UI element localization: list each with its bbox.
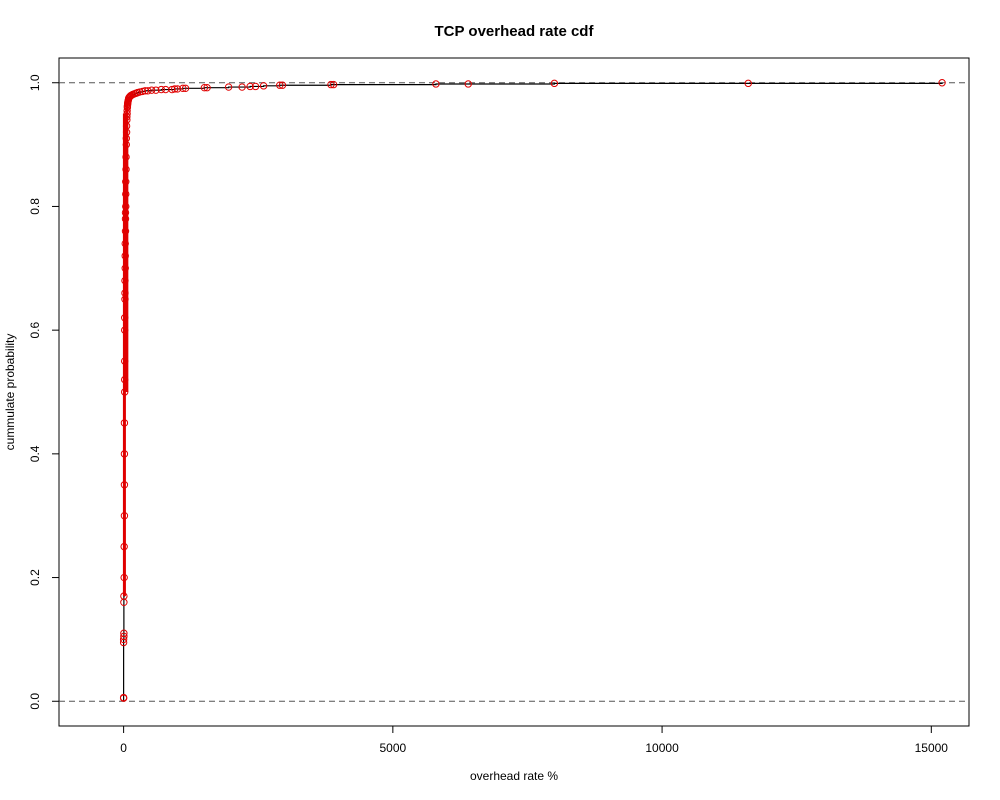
y-tick-label: 0.0 <box>28 693 42 710</box>
y-tick-label: 0.6 <box>28 321 42 338</box>
x-tick-label: 0 <box>120 741 127 755</box>
x-axis-label: overhead rate % <box>470 769 558 783</box>
data-point <box>119 693 128 702</box>
data-point <box>157 85 166 94</box>
cdf-step-line <box>123 82 943 702</box>
cdf-points <box>119 79 946 702</box>
data-point <box>744 79 752 88</box>
data-point <box>171 85 179 93</box>
data-point <box>246 82 254 91</box>
data-point <box>138 87 147 96</box>
data-point <box>327 80 335 89</box>
reference-lines <box>59 82 969 702</box>
x-axis: 0 5000 10000 15000 <box>120 725 949 755</box>
data-point <box>224 83 233 91</box>
data-point <box>276 81 284 89</box>
x-tick-label: 5000 <box>379 741 406 755</box>
data-point <box>200 83 209 92</box>
data-point <box>136 88 144 96</box>
data-point <box>238 83 246 91</box>
y-tick-label: 0.2 <box>28 569 42 586</box>
plot-frame <box>58 57 970 727</box>
data-point <box>938 79 946 87</box>
data-point <box>152 86 160 94</box>
step-line-path <box>123 82 943 702</box>
data-point <box>181 84 190 93</box>
data-point <box>464 80 472 88</box>
y-tick-label: 0.4 <box>28 445 42 462</box>
y-axis-label: cummulate probability <box>3 334 17 451</box>
data-point <box>147 86 156 94</box>
data-point <box>144 87 152 95</box>
data-point <box>259 82 268 90</box>
data-point <box>251 82 260 91</box>
data-point <box>278 81 287 89</box>
data-point <box>120 629 128 637</box>
data-point <box>179 84 187 93</box>
y-tick-label: 1.0 <box>28 74 42 91</box>
data-point <box>432 80 440 88</box>
data-point <box>173 85 182 93</box>
y-tick-label: 0.8 <box>28 198 42 215</box>
data-point <box>168 85 176 94</box>
data-point <box>550 79 559 88</box>
data-point <box>203 83 211 92</box>
data-point <box>120 632 128 641</box>
y-axis: 0.0 0.2 0.4 0.6 0.8 1.0 <box>28 74 60 710</box>
x-tick-label: 15000 <box>915 741 949 755</box>
x-tick-label: 10000 <box>645 741 679 755</box>
data-point <box>329 80 338 89</box>
chart-title: TCP overhead rate cdf <box>435 23 595 40</box>
